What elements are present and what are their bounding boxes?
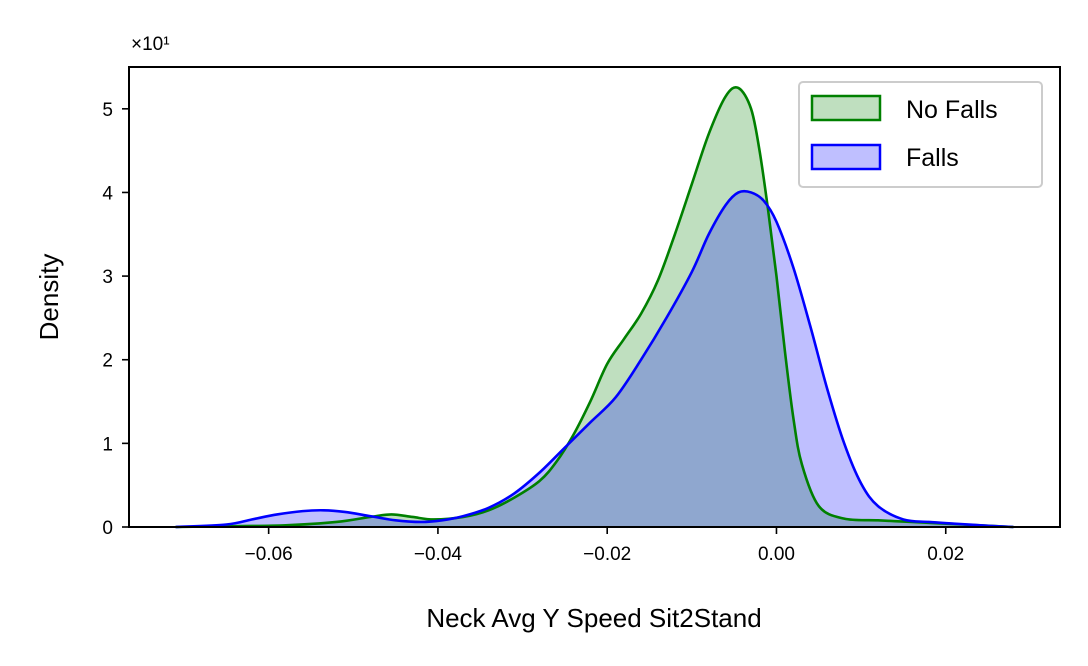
y-tick-label: 4: [102, 183, 113, 204]
x-axis-label: Neck Avg Y Speed Sit2Stand: [426, 603, 761, 633]
series-layer: [175, 85, 1014, 529]
y-tick-label: 0: [102, 518, 113, 539]
y-axis: 0 1 2 3 4 5: [102, 100, 129, 539]
x-tick-label: −0.02: [583, 544, 631, 565]
area-no-falls: [175, 87, 1014, 527]
legend-label-no-falls: No Falls: [906, 96, 998, 124]
y-offset-label: ×10¹: [131, 34, 170, 55]
legend-swatch-falls: [810, 143, 882, 171]
legend: No Falls Falls: [798, 81, 1043, 188]
line-no-falls: [175, 85, 1014, 529]
area-falls: [175, 191, 1014, 527]
y-tick-label: 1: [102, 434, 113, 455]
x-tick-label: 0.00: [758, 544, 795, 565]
x-axis: −0.06 −0.04 −0.02 0.00 0.02: [245, 527, 964, 565]
y-tick-label: 2: [102, 351, 113, 372]
x-tick-label: −0.06: [245, 544, 293, 565]
line-falls: [175, 189, 1014, 529]
x-tick-label: −0.04: [414, 544, 463, 565]
plot-frame: [128, 66, 1061, 528]
legend-label-falls: Falls: [906, 144, 959, 172]
y-axis-label: Density: [34, 254, 64, 341]
y-tick-label: 3: [102, 267, 113, 288]
x-tick-label: 0.02: [927, 544, 964, 565]
y-tick-label: 5: [102, 100, 113, 121]
legend-frame: [798, 81, 1043, 188]
legend-swatch-no-falls: [810, 94, 882, 122]
